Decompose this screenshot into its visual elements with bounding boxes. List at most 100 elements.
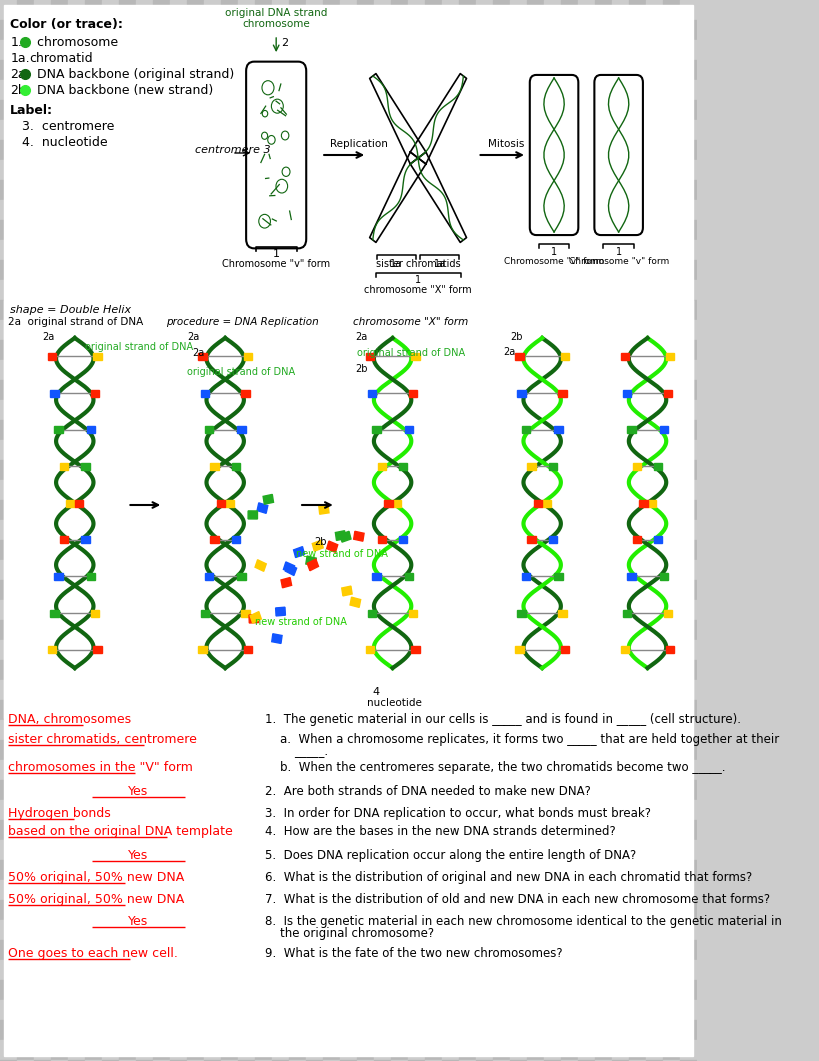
- Bar: [459, 640, 475, 660]
- Bar: [424, 920, 441, 940]
- Bar: [509, 100, 527, 120]
- Bar: [543, 640, 560, 660]
- Bar: [238, 940, 255, 960]
- Bar: [492, 520, 509, 540]
- Bar: [475, 660, 492, 680]
- Bar: [272, 780, 288, 800]
- Bar: [611, 380, 628, 400]
- Bar: [577, 1001, 594, 1020]
- Bar: [272, 740, 288, 760]
- Bar: [68, 220, 85, 240]
- Bar: [170, 480, 187, 500]
- Bar: [153, 860, 170, 880]
- Text: 9.  What is the fate of the two new chromosomes?: 9. What is the fate of the two new chrom…: [265, 947, 562, 960]
- Bar: [85, 40, 102, 60]
- Bar: [272, 420, 288, 440]
- Bar: [662, 180, 679, 201]
- Bar: [0, 540, 17, 560]
- Bar: [68, 240, 85, 260]
- Bar: [136, 80, 153, 100]
- Text: 2a: 2a: [187, 332, 199, 342]
- Bar: [628, 0, 645, 20]
- Bar: [459, 160, 475, 180]
- Bar: [85, 640, 102, 660]
- Bar: [611, 960, 628, 980]
- Bar: [594, 520, 611, 540]
- Bar: [527, 880, 543, 900]
- Bar: [51, 40, 68, 60]
- Bar: [17, 920, 34, 940]
- Bar: [492, 360, 509, 380]
- Bar: [216, 500, 225, 506]
- Bar: [0, 420, 17, 440]
- Bar: [543, 720, 560, 740]
- Bar: [645, 620, 662, 640]
- Bar: [424, 940, 441, 960]
- Bar: [356, 1020, 373, 1040]
- Bar: [459, 280, 475, 300]
- Bar: [340, 540, 356, 560]
- Bar: [560, 380, 577, 400]
- Bar: [119, 420, 136, 440]
- Bar: [187, 260, 204, 280]
- Bar: [492, 720, 509, 740]
- Bar: [54, 573, 63, 579]
- Bar: [509, 201, 527, 220]
- Bar: [170, 960, 187, 980]
- Bar: [628, 601, 645, 620]
- Bar: [628, 940, 645, 960]
- Bar: [407, 300, 424, 320]
- Bar: [391, 460, 407, 480]
- Bar: [220, 500, 238, 520]
- Bar: [238, 840, 255, 860]
- Bar: [102, 120, 119, 140]
- Bar: [0, 240, 17, 260]
- Bar: [662, 700, 679, 720]
- Bar: [102, 660, 119, 680]
- Bar: [220, 480, 238, 500]
- Bar: [424, 201, 441, 220]
- Bar: [51, 400, 68, 420]
- Bar: [204, 1001, 220, 1020]
- Bar: [509, 1020, 527, 1040]
- Bar: [577, 580, 594, 601]
- Bar: [543, 660, 560, 680]
- Text: DNA backbone (new strand): DNA backbone (new strand): [29, 84, 213, 97]
- Bar: [492, 1020, 509, 1040]
- Bar: [272, 760, 288, 780]
- Bar: [153, 40, 170, 60]
- Bar: [187, 40, 204, 60]
- Bar: [441, 900, 459, 920]
- Bar: [204, 60, 220, 80]
- Bar: [509, 860, 527, 880]
- Bar: [628, 380, 645, 400]
- Bar: [459, 0, 475, 20]
- Bar: [391, 280, 407, 300]
- Bar: [51, 280, 68, 300]
- Bar: [560, 520, 577, 540]
- Bar: [136, 260, 153, 280]
- Bar: [391, 580, 407, 601]
- Bar: [220, 601, 238, 620]
- Bar: [356, 220, 373, 240]
- Bar: [373, 520, 391, 540]
- Bar: [662, 860, 679, 880]
- Bar: [85, 601, 102, 620]
- Bar: [305, 700, 323, 720]
- Bar: [679, 80, 696, 100]
- Bar: [119, 820, 136, 840]
- Bar: [323, 500, 340, 520]
- Bar: [136, 700, 153, 720]
- Bar: [305, 820, 323, 840]
- Bar: [51, 540, 68, 560]
- Bar: [560, 320, 577, 340]
- Bar: [85, 980, 102, 1001]
- Bar: [288, 880, 305, 900]
- Bar: [51, 960, 68, 980]
- Bar: [17, 280, 34, 300]
- Bar: [204, 980, 220, 1001]
- Bar: [679, 1001, 696, 1020]
- Bar: [305, 1040, 323, 1060]
- Bar: [509, 840, 527, 860]
- Bar: [527, 980, 543, 1001]
